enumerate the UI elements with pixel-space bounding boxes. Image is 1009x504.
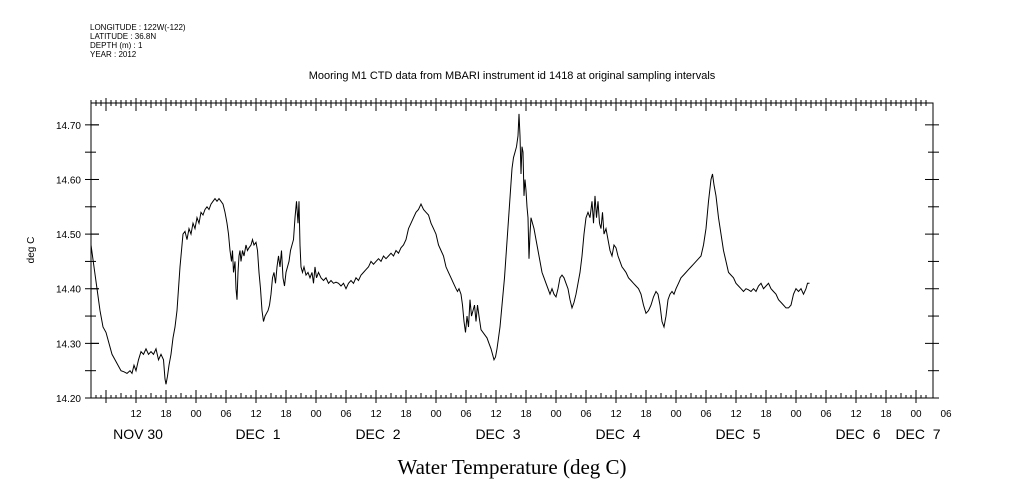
chart-title: Mooring M1 CTD data from MBARI instrumen… xyxy=(309,70,716,82)
x-hour-label: 06 xyxy=(700,409,712,420)
x-hour-label: 18 xyxy=(520,409,532,420)
x-hour-label: 00 xyxy=(310,409,322,420)
x-date-label: DEC 5 xyxy=(715,426,760,442)
y-tick-label: 14.70 xyxy=(56,121,81,132)
metadata-latitude: LATITUDE : 36.8N xyxy=(90,32,156,41)
x-hour-label: 18 xyxy=(400,409,412,420)
y-tick-label: 14.50 xyxy=(56,230,81,241)
metadata-depth: DEPTH (m) : 1 xyxy=(90,41,143,50)
x-hour-label: 18 xyxy=(880,409,892,420)
x-hour-label: 18 xyxy=(280,409,292,420)
x-date-label: DEC 4 xyxy=(595,426,640,442)
x-hour-label: 06 xyxy=(460,409,472,420)
x-hour-label: 18 xyxy=(760,409,772,420)
metadata-longitude: LONGITUDE : 122W(-122) xyxy=(90,23,186,32)
x-hour-label: 06 xyxy=(340,409,352,420)
x-hour-label: 18 xyxy=(640,409,652,420)
x-date-label: DEC 3 xyxy=(475,426,520,442)
x-date-label: DEC 1 xyxy=(235,426,280,442)
x-hour-label: 00 xyxy=(670,409,682,420)
x-hour-label: 06 xyxy=(580,409,592,420)
x-hour-label: 06 xyxy=(220,409,232,420)
metadata-year: YEAR : 2012 xyxy=(90,50,137,59)
series-line xyxy=(90,113,810,385)
x-hour-label: 12 xyxy=(370,409,382,420)
x-axis-label: Water Temperature (deg C) xyxy=(397,455,626,479)
x-hour-label: 06 xyxy=(820,409,832,420)
x-axis: 12 18 00 06 12 18 00 06 12 18 00 06 12 18 00 06 12 18 00 06… xyxy=(90,390,952,442)
y-tick-label: 14.40 xyxy=(56,285,81,296)
x-date-label: NOV 30 xyxy=(113,426,163,442)
y-tick-label: 14.30 xyxy=(56,339,81,350)
x-hour-label: 18 xyxy=(160,409,172,420)
x-hour-label: 00 xyxy=(910,409,922,420)
plot-frame xyxy=(90,102,934,399)
y-axis: 14.20 14.30 14.40 14.50 14.60 14.70 xyxy=(56,121,939,405)
x-hour-label: 12 xyxy=(610,409,622,420)
y-tick-label: 14.60 xyxy=(56,175,81,186)
metadata-header: LONGITUDE : 122W(-122) LATITUDE : 36.8N … xyxy=(90,23,186,59)
x-date-label: DEC 6 xyxy=(835,426,880,442)
y-tick-label: 14.20 xyxy=(56,394,81,405)
y-axis-label: deg C xyxy=(26,237,37,264)
x-date-label: DEC 7 xyxy=(895,426,940,442)
x-hour-label: 12 xyxy=(130,409,142,420)
x-hour-label: 12 xyxy=(250,409,262,420)
x-hour-label: 00 xyxy=(550,409,562,420)
x-hour-label: 00 xyxy=(430,409,442,420)
x-hour-label: 12 xyxy=(490,409,502,420)
x-hour-label: 12 xyxy=(850,409,862,420)
top-axis-ticks xyxy=(90,98,927,111)
x-hour-label: 00 xyxy=(790,409,802,420)
x-hour-label: 06 xyxy=(940,409,952,420)
x-date-label: DEC 2 xyxy=(355,426,400,442)
x-hour-label: 12 xyxy=(730,409,742,420)
x-hour-label: 00 xyxy=(190,409,202,420)
